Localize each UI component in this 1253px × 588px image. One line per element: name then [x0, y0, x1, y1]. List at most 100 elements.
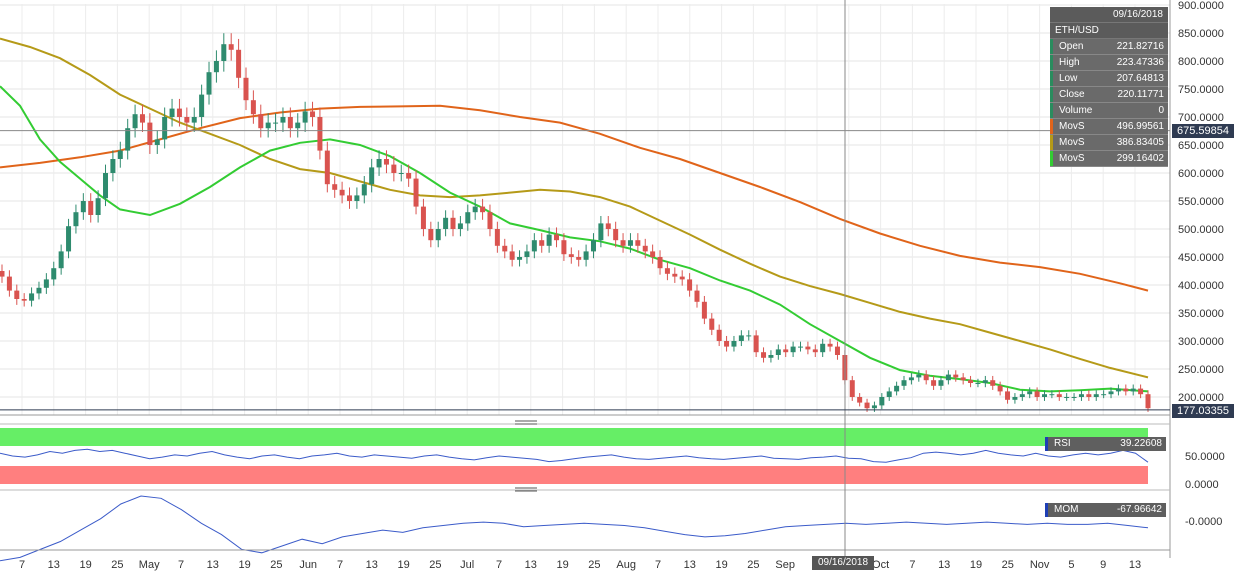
candle-down: [783, 349, 789, 353]
candle-up: [982, 380, 988, 383]
y-tick-label: 650.0000: [1178, 140, 1224, 152]
x-tick-label: 9: [1100, 559, 1106, 571]
y-tick-label: 750.0000: [1178, 84, 1224, 96]
candle-up: [938, 380, 944, 386]
candle-down: [605, 223, 611, 229]
candle-up: [894, 385, 900, 392]
candle-down: [317, 117, 323, 151]
y-tick-label: 900.0000: [1178, 0, 1224, 12]
candle-down: [990, 380, 996, 386]
mom-line: [0, 495, 1149, 562]
candle-up: [376, 159, 382, 168]
info-label: MovS: [1050, 151, 1107, 166]
ohlc-info-panel: 09/16/2018 ETH/USD Open 221.82716 High 223…: [1050, 7, 1168, 167]
info-symbol: ETH/USD: [1050, 23, 1168, 39]
x-tick-label: May: [139, 559, 160, 571]
mom-pane: [0, 495, 1149, 562]
candle-up: [169, 108, 175, 117]
candle-up: [265, 122, 271, 129]
info-value: 299.16402: [1116, 153, 1164, 164]
x-tick-label: 13: [1129, 559, 1141, 571]
y-tick-label: 550.0000: [1178, 196, 1224, 208]
info-label: High: [1050, 55, 1107, 70]
crosshair-price-tag: 675.59854: [1172, 124, 1234, 138]
candle-up: [871, 405, 877, 409]
rsi-line: [0, 448, 1149, 463]
y-tick-label: 400.0000: [1178, 280, 1224, 292]
candle-up: [517, 257, 523, 260]
info-label: MovS: [1050, 119, 1107, 134]
candle-down: [701, 301, 707, 319]
candle-down: [761, 352, 767, 358]
candle-up: [879, 397, 885, 406]
info-value: 0: [1158, 105, 1164, 116]
candle-down: [539, 240, 545, 246]
rsi-pane: [0, 428, 1149, 484]
candle-down: [243, 77, 249, 101]
x-tick-label: 7: [909, 559, 915, 571]
candle-down: [724, 341, 730, 347]
candle-up: [117, 150, 123, 159]
candle-down: [657, 257, 663, 269]
moving-average-line-2: [0, 37, 1149, 379]
candle-down: [428, 229, 434, 241]
candle-up: [1012, 397, 1018, 400]
x-tick-label: 7: [19, 559, 25, 571]
info-label: Close: [1050, 87, 1107, 102]
candle-up: [191, 117, 197, 123]
info-row-close: Close 220.11771: [1050, 87, 1168, 103]
candle-up: [901, 380, 907, 386]
candle-down: [346, 195, 352, 201]
rsi-overbought-zone: [0, 428, 1148, 446]
candle-down: [139, 114, 145, 123]
candle-down: [391, 164, 397, 173]
x-tick-label: 25: [1002, 559, 1014, 571]
moving-average-line-1: [0, 104, 1149, 292]
candle-down: [687, 279, 693, 291]
info-row-volume: Volume 0: [1050, 103, 1168, 119]
last-price-tag: 177.03355: [1172, 404, 1234, 418]
x-tick-label: 13: [684, 559, 696, 571]
candle-up: [1101, 394, 1107, 396]
candle-down: [480, 206, 486, 213]
rsi-tick-label: 0.0000: [1185, 479, 1219, 491]
y-tick-label: 600.0000: [1178, 168, 1224, 180]
candle-down: [176, 108, 182, 117]
x-tick-label: 13: [366, 559, 378, 571]
candle-down: [561, 240, 567, 255]
candle-down: [1123, 388, 1129, 392]
candle-up: [583, 251, 589, 260]
candle-down: [709, 318, 715, 330]
mom-tick-label: -0.0000: [1185, 516, 1222, 528]
candle-up: [768, 355, 774, 358]
candle-up: [95, 198, 101, 215]
x-tick-label: 19: [79, 559, 91, 571]
candle-down: [805, 346, 811, 350]
x-tick-label: 19: [556, 559, 568, 571]
crosshair: [0, 0, 1170, 558]
x-tick-label: Nov: [1030, 559, 1050, 571]
candle-down: [576, 257, 582, 260]
candle-up: [820, 343, 826, 353]
moving-average-lines: [0, 37, 1149, 393]
candle-down: [1005, 391, 1011, 400]
candle-down: [827, 343, 833, 347]
candle-down: [21, 299, 27, 301]
info-label: Open: [1050, 39, 1107, 54]
candle-down: [450, 217, 456, 229]
candle-down: [509, 251, 515, 260]
x-tick-label: 13: [938, 559, 950, 571]
candle-down: [694, 290, 700, 302]
candle-up: [627, 240, 633, 246]
info-date: 09/16/2018: [1050, 7, 1168, 23]
candle-down: [310, 111, 316, 117]
candle-down: [502, 245, 508, 252]
candle-up: [465, 212, 471, 224]
candle-down: [613, 229, 619, 241]
x-tick-label: Sep: [775, 559, 795, 571]
candle-down: [258, 114, 264, 129]
candle-down: [857, 397, 863, 403]
candle-up: [66, 226, 72, 252]
info-label: Volume: [1050, 103, 1107, 118]
